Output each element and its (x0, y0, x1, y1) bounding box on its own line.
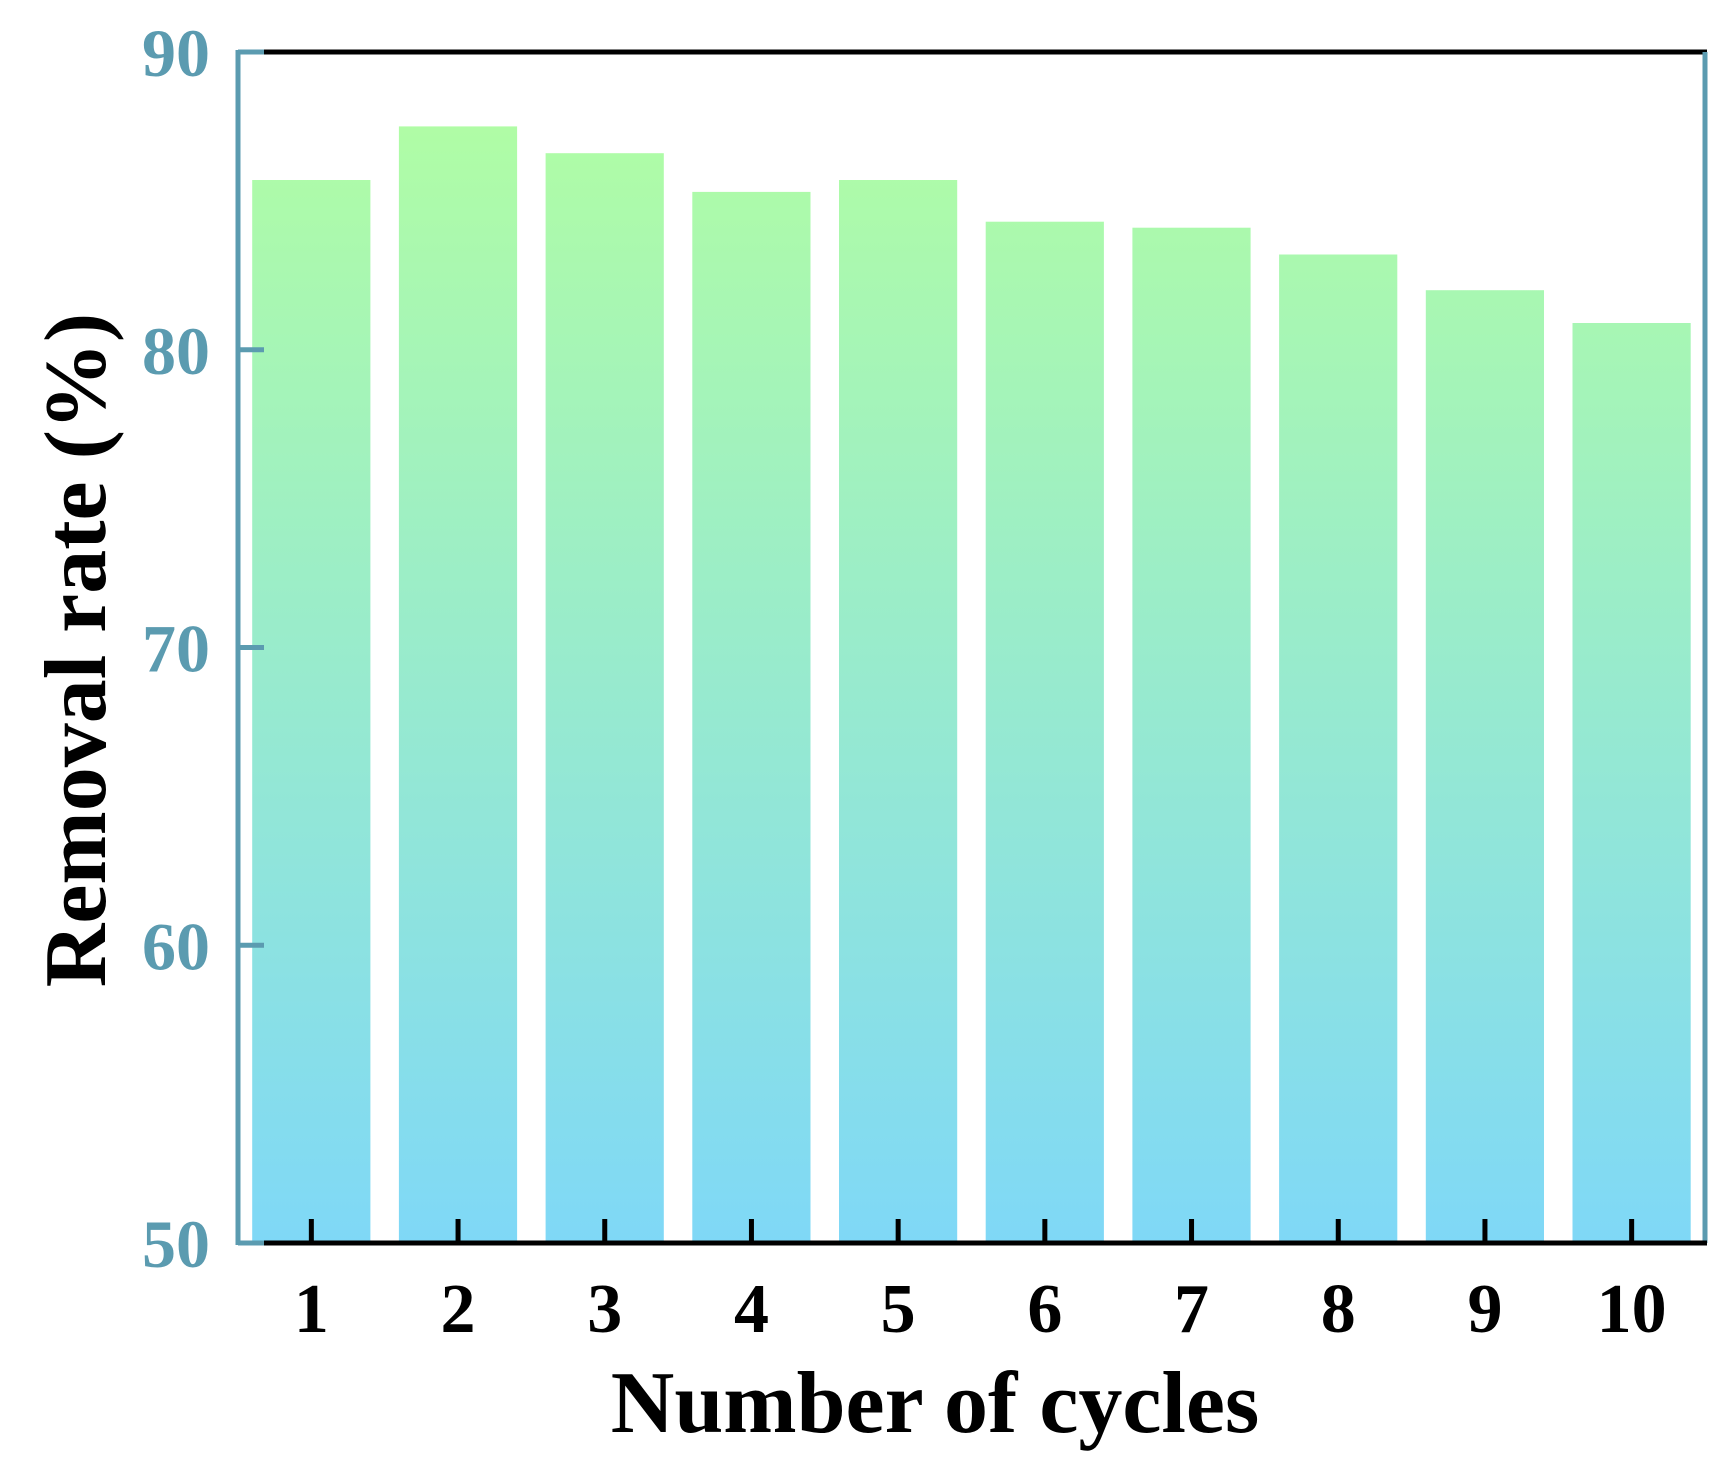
axes-layer: 1 2 3 4 5 6 7 8 9 10 50 60 70 80 90 (142, 15, 1708, 1348)
labels-layer: Number of cycles Removal rate (%) (28, 313, 1259, 1452)
y-axis-title: Removal rate (%) (28, 313, 125, 987)
bars-layer (252, 126, 1691, 1244)
y-tick-label-90: 90 (142, 15, 210, 91)
x-tick-label-1: 1 (294, 1271, 329, 1348)
bar-cycle-8 (1279, 254, 1398, 1243)
bar-cycle-3 (545, 153, 664, 1244)
bar-cycle-6 (985, 221, 1104, 1243)
bar-cycle-10 (1572, 323, 1691, 1243)
bar-cycle-1 (252, 180, 371, 1243)
y-tick-label-50: 50 (142, 1206, 210, 1282)
x-tick-label-4: 4 (734, 1271, 769, 1348)
bar-cycle-5 (839, 180, 958, 1243)
x-tick-label-5: 5 (881, 1271, 916, 1348)
y-tick-label-60: 60 (142, 908, 210, 984)
x-tick-label-3: 3 (587, 1271, 622, 1348)
x-tick-label-9: 9 (1467, 1271, 1502, 1348)
bar-cycle-2 (398, 126, 518, 1243)
bar-cycle-4 (692, 191, 811, 1243)
bar-cycle-9 (1425, 290, 1544, 1243)
x-tick-label-10: 10 (1597, 1271, 1667, 1348)
x-tick-label-6: 6 (1027, 1271, 1062, 1348)
x-tick-label-7: 7 (1174, 1271, 1209, 1348)
y-tick-label-80: 80 (142, 313, 210, 389)
x-axis-title: Number of cycles (611, 1355, 1259, 1452)
x-tick-label-8: 8 (1321, 1271, 1356, 1348)
x-tick-label-2: 2 (441, 1271, 476, 1348)
bar-cycle-7 (1132, 227, 1251, 1243)
y-tick-label-70: 70 (142, 611, 210, 687)
